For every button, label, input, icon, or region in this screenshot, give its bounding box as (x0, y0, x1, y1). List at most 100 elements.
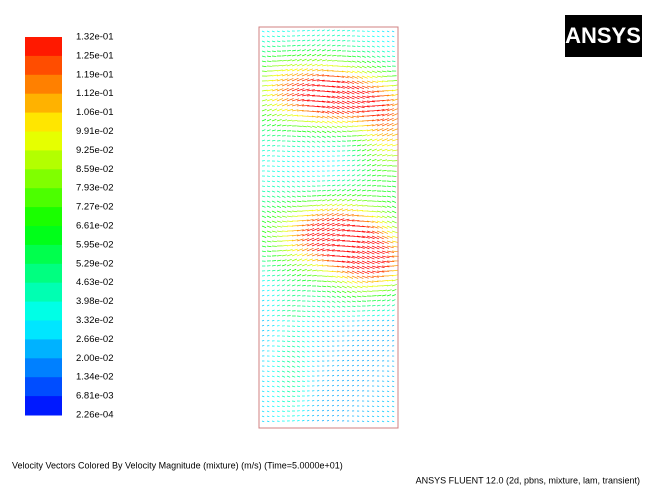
vector (287, 181, 290, 182)
vector (317, 306, 320, 307)
vector (352, 180, 355, 181)
vector (337, 281, 342, 283)
vector (362, 66, 367, 68)
vector (347, 199, 352, 201)
vector (322, 311, 325, 312)
vector (357, 365, 359, 366)
vector (372, 315, 375, 316)
vector (277, 381, 280, 382)
vector (307, 264, 312, 266)
vector (387, 155, 392, 156)
vector (337, 400, 339, 401)
vector (262, 340, 264, 341)
vector (302, 341, 305, 342)
vector (287, 259, 292, 261)
vector (327, 146, 330, 147)
legend-label: 1.06e-01 (76, 107, 114, 118)
vector (267, 31, 270, 32)
vector (297, 264, 302, 266)
vector (277, 376, 280, 377)
vector (297, 64, 302, 66)
vector (307, 371, 310, 372)
vector (262, 280, 265, 281)
vector (327, 291, 331, 292)
vector (382, 201, 386, 202)
vector (307, 346, 309, 347)
vector (382, 295, 386, 296)
vector (327, 301, 330, 302)
vector (302, 415, 304, 416)
vector (267, 270, 270, 271)
vector (267, 119, 271, 121)
vector (272, 201, 275, 202)
vector (262, 186, 265, 187)
vector (292, 249, 298, 251)
vector (287, 300, 290, 301)
vector (357, 190, 361, 191)
vector (287, 310, 291, 311)
vector (277, 371, 280, 372)
vector (332, 190, 336, 191)
vector (352, 390, 354, 391)
vector (282, 201, 286, 202)
vector (332, 55, 336, 56)
vector (277, 104, 283, 106)
vector (292, 146, 295, 147)
vector (392, 300, 395, 301)
vector (342, 365, 344, 366)
vector (292, 391, 295, 392)
vector (367, 185, 371, 186)
vector (347, 291, 351, 293)
vector (362, 71, 367, 73)
vector (327, 405, 329, 406)
vector (332, 185, 335, 186)
vector (357, 301, 361, 302)
vector (372, 330, 374, 331)
vector (347, 281, 352, 283)
vector (387, 144, 393, 146)
vector (342, 316, 345, 317)
vector (302, 316, 305, 317)
vector (322, 45, 325, 46)
vector (372, 360, 374, 361)
vector (332, 375, 334, 376)
vector (342, 311, 345, 312)
vector (267, 280, 270, 281)
vector (287, 176, 290, 177)
vector (307, 166, 309, 167)
vector (312, 316, 315, 317)
vector (317, 166, 320, 167)
vector (302, 321, 305, 322)
vector (307, 331, 309, 332)
vector (317, 311, 320, 312)
vector (317, 126, 322, 128)
vector (347, 56, 351, 57)
vector (307, 45, 310, 46)
vector (362, 286, 368, 287)
vector (287, 366, 290, 367)
vector (332, 370, 334, 371)
vector (272, 196, 275, 197)
vector (272, 396, 274, 397)
vector (262, 216, 266, 218)
vector (342, 35, 345, 36)
vector (317, 40, 320, 41)
vector (337, 380, 339, 381)
vector (307, 176, 310, 177)
vector (337, 136, 341, 137)
vector (317, 326, 319, 327)
vector (362, 195, 366, 196)
vector (337, 35, 340, 36)
vector (307, 210, 313, 211)
vector (367, 355, 369, 356)
vector (302, 35, 305, 36)
vector (262, 155, 265, 156)
vector (337, 276, 343, 278)
vector (327, 311, 330, 312)
vector (367, 46, 370, 47)
vector (352, 375, 354, 376)
vector (312, 136, 316, 137)
vector (387, 310, 390, 311)
vector (372, 325, 374, 326)
vector (387, 290, 392, 291)
